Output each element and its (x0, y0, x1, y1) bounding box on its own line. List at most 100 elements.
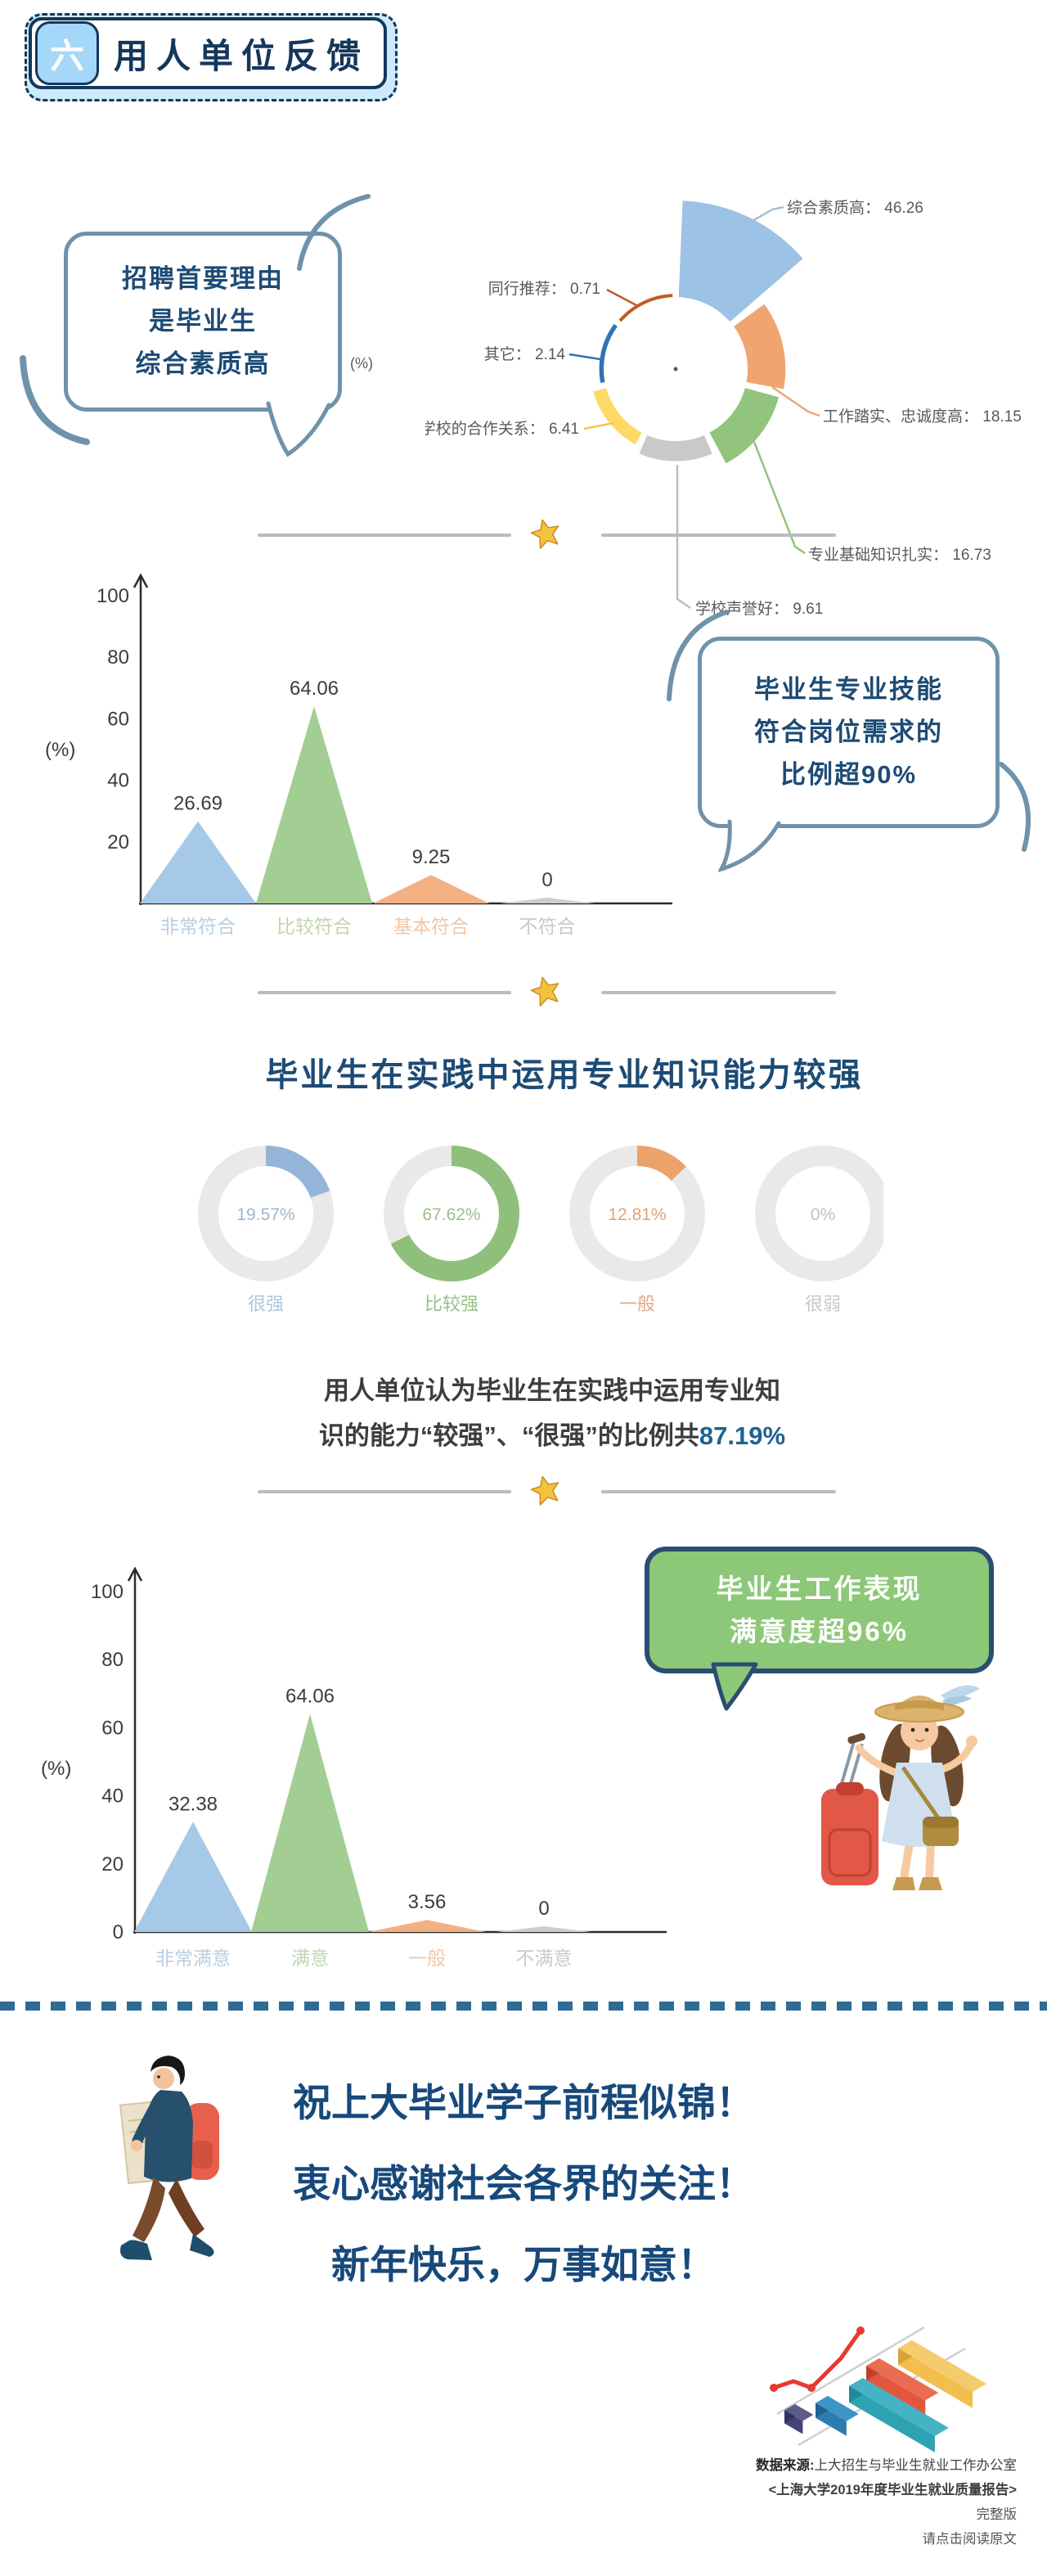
value-label: 32.38 (169, 1793, 218, 1815)
section-title: 用人单位反馈 (114, 36, 370, 75)
iso-bar (898, 2340, 987, 2392)
donut-label: 很强 (248, 1294, 284, 1314)
divider-line (258, 534, 511, 537)
divider-line (258, 991, 511, 994)
trend-dot (807, 2384, 816, 2392)
star-icon (530, 976, 559, 1007)
dashed-divider (0, 2002, 1047, 2011)
chart1-unit-label: (%) (45, 739, 76, 761)
category-label: 比较符合 (276, 916, 352, 937)
triangle-peak (500, 898, 595, 903)
bubble-text: 比例超90% (780, 760, 918, 789)
y-tick-label: 80 (101, 1649, 124, 1671)
donut-charts: 19.57% 很强 67.62% 比较强 12.81% 一般 0% 很弱 (198, 1146, 883, 1314)
pie-unit-label: (%) (350, 355, 373, 372)
pie-slice (678, 200, 803, 322)
summary-text: 用人单位认为毕业生在实践中运用专业知 识的能力“较强”、“很强”的比例共87.1… (57, 1368, 1047, 1458)
y-tick-label: 100 (91, 1581, 124, 1603)
category-label: 满意 (291, 1948, 329, 1969)
speech-bubble-skill: 毕业生专业技能 符合岗位需求的 比例超90% (698, 637, 1000, 828)
y-axis-arrow (133, 573, 149, 588)
donut-label: 一般 (619, 1294, 655, 1314)
summary-highlight: 87.19% (699, 1421, 786, 1450)
category-label: 非常满意 (155, 1948, 231, 1969)
pie-label: 与学校的合作关系： 6.41 (425, 420, 579, 438)
summary-line1: 用人单位认为毕业生在实践中运用专业知 (324, 1376, 780, 1405)
pie-slice (593, 388, 642, 445)
blessing-text: 祝上大毕业学子前程似锦！ 衷心感谢社会各界的关注！ 新年快乐，万事如意！ (262, 2062, 785, 2305)
read-original-link[interactable]: 请点击阅读原文 (922, 2532, 1018, 2547)
category-label: 一般 (408, 1948, 446, 1969)
y-tick-label: 20 (107, 831, 129, 853)
speech-bubble-tail (718, 817, 781, 872)
divider-line (601, 1490, 836, 1493)
pie-label: 专业基础知识扎实： 16.73 (808, 546, 991, 564)
chart-3d-illustration (770, 2326, 987, 2452)
donut-percent: 0% (811, 1205, 835, 1224)
section-badge: 六 用人单位反馈 (25, 13, 398, 101)
trend-dot (770, 2384, 778, 2392)
divider-line (601, 534, 836, 537)
speech-bubble-satisfaction: 毕业生工作表现 满意度超96% (645, 1547, 994, 1673)
source-report: <上海大学2019年度毕业生就业质量报告> (768, 2483, 1017, 2497)
donut-arc (390, 1146, 519, 1281)
y-tick-label: 60 (101, 1717, 124, 1739)
pie-slice (599, 323, 618, 383)
source-office: 上大招生与毕业生就业工作办公室 (814, 2458, 1018, 2473)
divider-line (258, 1490, 511, 1493)
section-number-icon: 六 (35, 21, 99, 85)
donut-label: 比较强 (425, 1294, 479, 1314)
pie-leader-line (729, 205, 784, 236)
iso-bar (898, 2348, 973, 2408)
pie-leader-line (753, 441, 806, 555)
pie-slice (734, 304, 786, 390)
bubble-text: 符合岗位需求的 (754, 718, 943, 746)
iso-bar (784, 2404, 814, 2421)
pie-leader-line (568, 353, 601, 361)
summary-line2: 识的能力“较强”、“很强”的比例共 (318, 1421, 699, 1450)
blessing-line: 祝上大毕业学子前程似锦！ (293, 2081, 754, 2124)
trend-line (771, 2328, 863, 2390)
blessing-line: 新年快乐，万事如意！ (331, 2243, 716, 2286)
value-label: 3.56 (408, 1891, 447, 1913)
value-label: 64.06 (285, 1686, 335, 1708)
triangle-peak (134, 1822, 252, 1932)
pie-leader-line (606, 288, 637, 307)
pie-leader-line (771, 385, 820, 417)
speech-bubble-hiring: 招聘首要理由 是毕业生 综合素质高 (64, 232, 342, 412)
bubble-text: 是毕业生 (149, 307, 257, 336)
category-label: 非常符合 (160, 916, 236, 937)
bubble-accent-arc (297, 194, 371, 271)
y-tick-label: 20 (101, 1853, 124, 1876)
donut-arc (636, 1146, 686, 1182)
donut-label: 很弱 (805, 1294, 841, 1314)
pie-label: 综合素质高： 46.26 (787, 199, 923, 217)
donut-percent: 12.81% (608, 1205, 666, 1224)
walking-graduate-illustration (119, 2056, 219, 2260)
triangle-chart-satisfaction: 0 20 40 60 80 100 32.38 非常满意 64.06 满意 3.56 一般 0 不满意 (91, 1566, 667, 1969)
y-tick-label: 40 (107, 770, 129, 792)
divider-line (601, 991, 836, 994)
pie-label: 同行推荐： 0.71 (488, 280, 600, 298)
star-icon (530, 519, 559, 549)
y-tick-label: 60 (107, 708, 129, 730)
iso-bar (849, 2378, 949, 2436)
pie-slice (709, 388, 780, 464)
pie-label: 工作踏实、忠诚度高： 18.15 (823, 408, 1022, 426)
donut-arc (265, 1146, 330, 1199)
triangle-peak (256, 706, 372, 903)
pie-leader-line (676, 465, 691, 610)
value-label: 0 (541, 869, 552, 891)
iso-bar (816, 2396, 859, 2421)
category-label: 不符合 (519, 916, 576, 937)
triangle-peak (497, 1926, 591, 1932)
iso-bar (866, 2366, 926, 2416)
value-label: 9.25 (412, 846, 451, 868)
donut-section-title: 毕业生在实践中运用专业知识能力较强 (265, 1057, 864, 1093)
bubble-accent-arc (20, 355, 90, 445)
category-label: 基本符合 (393, 916, 469, 937)
girl-traveler-illustration (821, 1685, 980, 1890)
bubble-text: 毕业生工作表现 (716, 1573, 923, 1604)
y-tick-label: 0 (113, 1921, 124, 1943)
